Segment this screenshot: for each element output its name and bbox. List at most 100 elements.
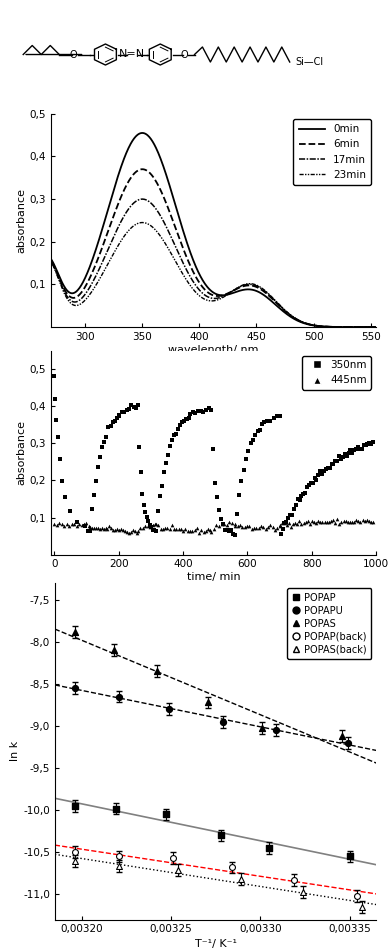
Point	[323, 515, 330, 530]
Point	[169, 432, 175, 447]
Point	[116, 858, 122, 873]
Point	[338, 451, 344, 466]
Point	[140, 520, 146, 536]
Point	[261, 414, 268, 429]
Point	[89, 501, 95, 517]
Point	[101, 434, 107, 449]
Point	[148, 520, 154, 535]
Point	[54, 518, 60, 533]
Point	[281, 516, 288, 531]
Point	[106, 519, 113, 534]
Point	[76, 517, 82, 532]
Point	[223, 518, 230, 533]
Point	[59, 473, 65, 488]
Point	[134, 525, 140, 540]
Point	[323, 461, 329, 476]
Point	[281, 516, 288, 531]
Point	[133, 401, 140, 416]
Point	[52, 392, 58, 407]
Point	[102, 520, 109, 536]
Point	[300, 516, 307, 531]
Point	[220, 714, 226, 729]
Point	[57, 451, 63, 466]
Point	[330, 512, 336, 527]
Point	[169, 518, 175, 533]
Point	[366, 513, 372, 528]
Point	[321, 464, 327, 479]
Point	[147, 517, 153, 532]
Point	[108, 520, 114, 536]
Point	[71, 681, 78, 696]
Point	[128, 524, 134, 539]
Point	[142, 504, 149, 520]
Point	[66, 519, 72, 534]
Point	[218, 511, 224, 526]
Point	[147, 520, 154, 535]
Point	[353, 513, 359, 528]
Point	[135, 397, 141, 412]
Point	[94, 520, 101, 536]
Point	[303, 515, 309, 530]
Point	[345, 736, 351, 751]
Point	[51, 369, 57, 384]
Point	[122, 523, 129, 538]
Point	[370, 515, 376, 530]
Point	[55, 429, 61, 445]
Point	[368, 437, 374, 452]
Point	[321, 514, 328, 529]
Point	[239, 520, 245, 535]
Point	[355, 514, 361, 529]
Point	[236, 487, 242, 502]
Point	[283, 515, 289, 530]
Point	[332, 516, 338, 531]
Point	[187, 523, 193, 538]
Point	[176, 521, 182, 537]
Point	[73, 519, 80, 534]
Point	[253, 520, 260, 536]
Point	[340, 513, 347, 528]
Point	[132, 523, 138, 538]
Point	[292, 516, 298, 531]
Point	[173, 521, 180, 537]
Point	[347, 443, 354, 458]
Point	[349, 515, 355, 530]
Point	[257, 422, 263, 437]
Y-axis label: ln k: ln k	[10, 741, 20, 761]
Point	[309, 513, 315, 528]
Point	[311, 515, 317, 530]
Legend: 0min, 6min, 17min, 23min: 0min, 6min, 17min, 23min	[293, 118, 371, 185]
Point	[302, 485, 309, 501]
Point	[137, 520, 143, 536]
Point	[230, 526, 236, 541]
Point	[289, 507, 295, 522]
Point	[291, 872, 297, 887]
Point	[200, 524, 207, 539]
Point	[312, 470, 318, 485]
Point	[111, 643, 117, 658]
Point	[361, 514, 368, 529]
Point	[174, 422, 181, 437]
Point	[224, 522, 230, 538]
Point	[158, 479, 165, 494]
Point	[228, 522, 234, 538]
Text: Si—Cl: Si—Cl	[295, 57, 323, 67]
Point	[118, 404, 125, 419]
Point	[120, 522, 127, 538]
Point	[82, 519, 88, 534]
Point	[170, 850, 176, 866]
Point	[218, 828, 224, 843]
Point	[313, 472, 319, 487]
Point	[126, 402, 132, 417]
Point	[334, 454, 340, 469]
Point	[195, 403, 201, 418]
Point	[116, 407, 122, 422]
Point	[270, 520, 276, 535]
Point	[364, 513, 370, 528]
Point	[171, 428, 177, 443]
Y-axis label: absorbance: absorbance	[17, 420, 27, 485]
Point	[339, 729, 345, 744]
Point	[340, 449, 346, 465]
Point	[326, 514, 332, 529]
Point	[74, 515, 80, 530]
Point	[359, 441, 365, 456]
